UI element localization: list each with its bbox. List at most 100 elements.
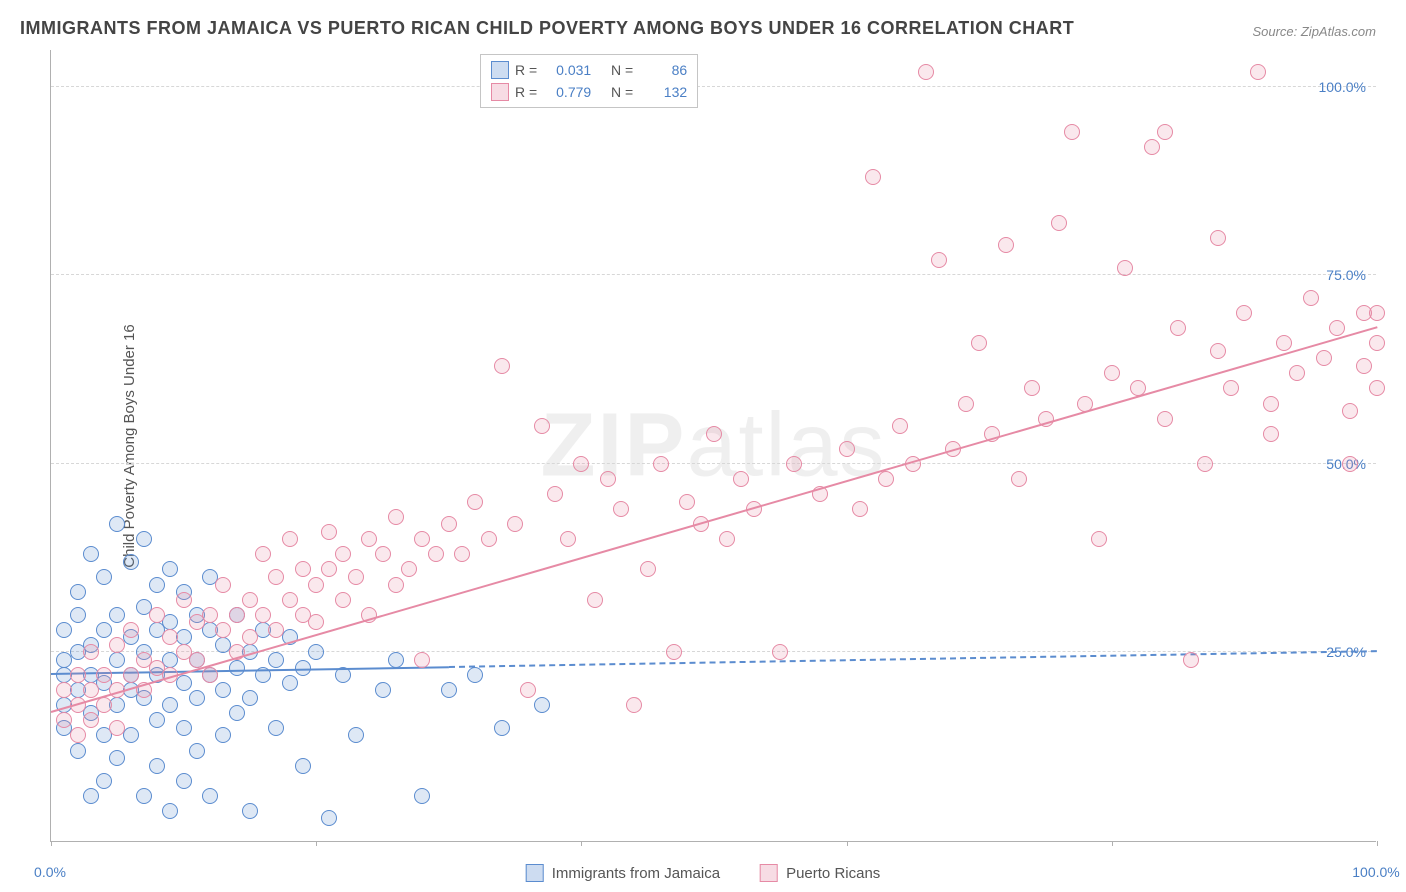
scatter-point-puertorican	[547, 486, 563, 502]
scatter-point-puertorican	[772, 644, 788, 660]
scatter-point-puertorican	[96, 667, 112, 683]
scatter-point-jamaica	[189, 690, 205, 706]
scatter-point-jamaica	[215, 727, 231, 743]
scatter-point-jamaica	[162, 803, 178, 819]
scatter-chart: ZIPatlas 25.0%50.0%75.0%100.0%	[50, 50, 1376, 842]
legend-series-label: Immigrants from Jamaica	[552, 865, 720, 882]
scatter-point-jamaica	[215, 682, 231, 698]
scatter-point-jamaica	[467, 667, 483, 683]
scatter-point-puertorican	[215, 622, 231, 638]
legend-row-puertorican: R =0.779 N =132	[491, 81, 687, 103]
scatter-point-jamaica	[70, 584, 86, 600]
scatter-point-puertorican	[1342, 403, 1358, 419]
scatter-point-jamaica	[282, 675, 298, 691]
scatter-point-jamaica	[176, 720, 192, 736]
legend-n-value: 86	[639, 62, 687, 78]
scatter-point-puertorican	[428, 546, 444, 562]
scatter-point-puertorican	[600, 471, 616, 487]
scatter-point-puertorican	[971, 335, 987, 351]
scatter-point-jamaica	[109, 607, 125, 623]
scatter-point-puertorican	[414, 652, 430, 668]
scatter-point-puertorican	[321, 524, 337, 540]
scatter-point-puertorican	[1170, 320, 1186, 336]
scatter-point-jamaica	[242, 690, 258, 706]
scatter-point-jamaica	[136, 531, 152, 547]
scatter-point-puertorican	[162, 629, 178, 645]
scatter-point-puertorican	[242, 629, 258, 645]
scatter-point-puertorican	[865, 169, 881, 185]
scatter-point-jamaica	[149, 577, 165, 593]
scatter-point-puertorican	[892, 418, 908, 434]
x-tick-mark	[847, 841, 848, 846]
scatter-point-puertorican	[1369, 380, 1385, 396]
scatter-point-puertorican	[1157, 124, 1173, 140]
scatter-point-puertorican	[202, 607, 218, 623]
scatter-point-puertorican	[123, 667, 139, 683]
x-tick-label: 0.0%	[34, 864, 66, 880]
scatter-point-puertorican	[70, 727, 86, 743]
scatter-point-puertorican	[1011, 471, 1027, 487]
scatter-point-puertorican	[308, 577, 324, 593]
scatter-point-puertorican	[1104, 365, 1120, 381]
scatter-point-jamaica	[534, 697, 550, 713]
gridline	[51, 86, 1376, 87]
scatter-point-puertorican	[786, 456, 802, 472]
scatter-point-puertorican	[123, 622, 139, 638]
scatter-point-puertorican	[1144, 139, 1160, 155]
scatter-point-jamaica	[70, 743, 86, 759]
scatter-point-jamaica	[295, 758, 311, 774]
scatter-point-puertorican	[653, 456, 669, 472]
scatter-point-puertorican	[295, 561, 311, 577]
scatter-point-puertorican	[56, 712, 72, 728]
legend-r-value: 0.031	[543, 62, 591, 78]
scatter-point-jamaica	[96, 569, 112, 585]
scatter-point-puertorican	[1342, 456, 1358, 472]
scatter-point-puertorican	[282, 531, 298, 547]
scatter-point-puertorican	[1117, 260, 1133, 276]
legend-n-label: N =	[611, 84, 633, 100]
legend-r-label: R =	[515, 62, 537, 78]
scatter-point-puertorican	[1263, 396, 1279, 412]
scatter-point-puertorican	[679, 494, 695, 510]
scatter-point-puertorican	[467, 494, 483, 510]
scatter-point-jamaica	[189, 743, 205, 759]
scatter-point-puertorican	[1316, 350, 1332, 366]
scatter-point-puertorican	[83, 644, 99, 660]
series-legend: Immigrants from Jamaica Puerto Ricans	[526, 864, 881, 882]
x-tick-mark	[51, 841, 52, 846]
scatter-point-puertorican	[1051, 215, 1067, 231]
scatter-point-jamaica	[96, 622, 112, 638]
scatter-point-puertorican	[83, 712, 99, 728]
scatter-point-jamaica	[109, 750, 125, 766]
scatter-point-puertorican	[149, 607, 165, 623]
scatter-point-jamaica	[414, 788, 430, 804]
scatter-point-puertorican	[255, 546, 271, 562]
scatter-point-jamaica	[56, 622, 72, 638]
legend-r-label: R =	[515, 84, 537, 100]
scatter-point-jamaica	[70, 607, 86, 623]
scatter-point-puertorican	[1356, 358, 1372, 374]
scatter-point-puertorican	[335, 592, 351, 608]
source-attribution: Source: ZipAtlas.com	[1252, 24, 1376, 39]
scatter-point-puertorican	[520, 682, 536, 698]
scatter-point-puertorican	[1329, 320, 1345, 336]
scatter-point-puertorican	[1157, 411, 1173, 427]
scatter-point-jamaica	[123, 554, 139, 570]
source-prefix: Source:	[1252, 24, 1300, 39]
scatter-point-puertorican	[109, 720, 125, 736]
trendline-dashed-jamaica	[449, 650, 1377, 668]
scatter-point-puertorican	[494, 358, 510, 374]
scatter-point-puertorican	[109, 637, 125, 653]
legend-series-label: Puerto Ricans	[786, 865, 880, 882]
scatter-point-puertorican	[666, 644, 682, 660]
scatter-point-puertorican	[388, 509, 404, 525]
scatter-point-puertorican	[348, 569, 364, 585]
scatter-point-puertorican	[1197, 456, 1213, 472]
scatter-point-jamaica	[242, 803, 258, 819]
scatter-point-jamaica	[441, 682, 457, 698]
scatter-point-puertorican	[1236, 305, 1252, 321]
legend-row-jamaica: R =0.031 N =86	[491, 59, 687, 81]
scatter-point-jamaica	[136, 788, 152, 804]
scatter-point-jamaica	[308, 644, 324, 660]
scatter-point-puertorican	[507, 516, 523, 532]
